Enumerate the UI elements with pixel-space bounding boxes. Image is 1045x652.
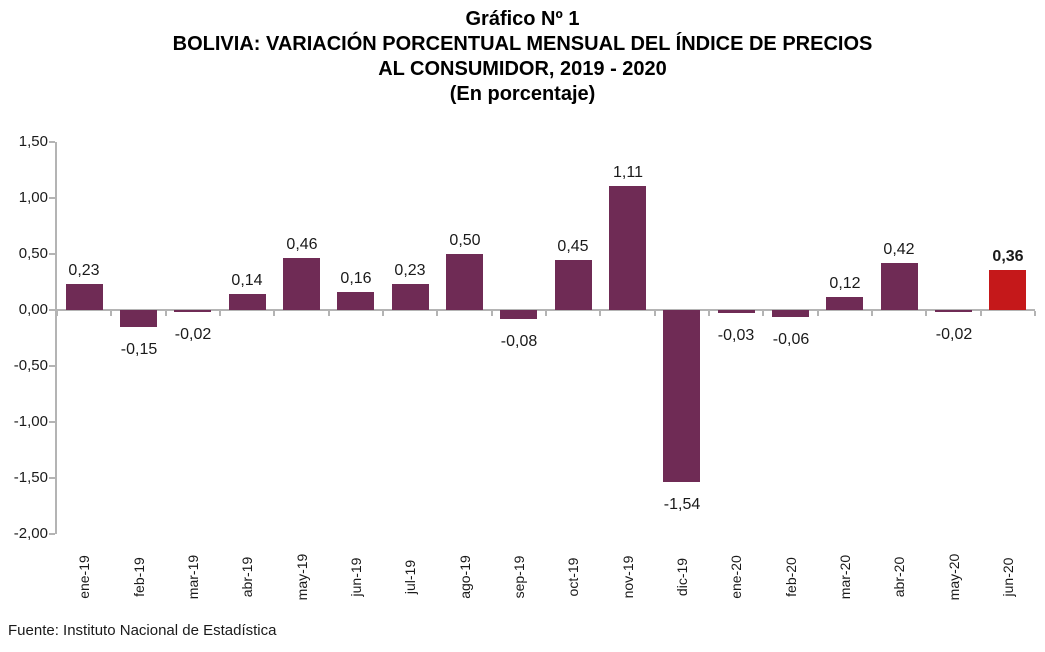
x-tick-label: nov-19 xyxy=(620,555,636,599)
y-axis-tick xyxy=(49,253,55,255)
bar-value-label: 0,42 xyxy=(883,241,915,258)
x-axis-tick xyxy=(817,311,819,316)
bar xyxy=(555,260,592,310)
y-axis-tick xyxy=(49,309,55,311)
x-axis-tick xyxy=(56,311,58,316)
x-axis-tick xyxy=(382,311,384,316)
bar-value-label: -0,08 xyxy=(500,333,538,350)
y-axis-tick xyxy=(49,365,55,367)
y-axis-tick xyxy=(49,141,55,143)
x-axis-tick xyxy=(871,311,873,316)
x-tick-label: dic-19 xyxy=(674,557,690,597)
y-tick-label: 1,50 xyxy=(18,133,48,150)
bar-value-label: 0,36 xyxy=(992,248,1024,265)
x-axis-tick xyxy=(708,311,710,316)
bar xyxy=(718,310,755,313)
bar-value-label: -0,02 xyxy=(935,326,973,343)
x-tick-label: ene-19 xyxy=(76,555,92,599)
x-axis-tick xyxy=(110,311,112,316)
x-tick-label: may-19 xyxy=(294,553,310,601)
x-tick-label: oct-19 xyxy=(565,557,581,597)
bar xyxy=(935,310,972,312)
x-tick-label: mar-20 xyxy=(837,554,853,600)
bar xyxy=(881,263,918,310)
bar xyxy=(120,310,157,327)
chart-title-line2: BOLIVIA: VARIACIÓN PORCENTUAL MENSUAL DE… xyxy=(172,33,873,55)
x-axis-tick xyxy=(654,311,656,316)
y-axis-tick xyxy=(49,477,55,479)
y-tick-label: -1,00 xyxy=(13,413,48,430)
y-tick-label: -2,00 xyxy=(13,525,48,542)
bar-value-label: -0,06 xyxy=(772,331,810,348)
y-axis-line xyxy=(55,142,57,534)
y-tick-label: -0,50 xyxy=(13,357,48,374)
x-tick-label: feb-19 xyxy=(131,557,147,597)
bar-value-label: 0,12 xyxy=(829,275,861,292)
bar-value-label: -0,02 xyxy=(174,326,212,343)
chart-title-line4: (En porcentaje) xyxy=(449,83,596,105)
y-tick-label: 1,00 xyxy=(18,189,48,206)
chart-title-line1: Gráfico Nº 1 xyxy=(465,8,580,30)
bar-value-label: 0,23 xyxy=(394,262,426,279)
bar-value-label: 0,46 xyxy=(286,236,318,253)
source-note: Fuente: Instituto Nacional de Estadístic… xyxy=(8,622,277,639)
y-tick-label: 0,50 xyxy=(18,245,48,262)
x-axis-tick xyxy=(436,311,438,316)
x-tick-label: ago-19 xyxy=(457,555,473,599)
bar xyxy=(989,270,1026,310)
y-tick-label: 0,00 xyxy=(18,301,48,318)
bar-value-label: -1,54 xyxy=(663,496,701,513)
bar-value-label: 0,14 xyxy=(231,272,263,289)
bar xyxy=(772,310,809,317)
bar-value-label: -0,03 xyxy=(717,327,755,344)
bar-value-label: 0,16 xyxy=(340,270,372,287)
chart-title-line3: AL CONSUMIDOR, 2019 - 2020 xyxy=(378,58,667,80)
x-tick-label: ene-20 xyxy=(728,555,744,599)
x-axis-tick xyxy=(328,311,330,316)
x-axis-tick xyxy=(980,311,982,316)
x-tick-label: abr-19 xyxy=(239,556,255,598)
bar-value-label: 0,50 xyxy=(449,232,481,249)
x-axis-tick xyxy=(545,311,547,316)
bar xyxy=(446,254,483,310)
x-tick-label: mar-19 xyxy=(185,554,201,600)
bar-value-label: 0,45 xyxy=(557,238,589,255)
bar-value-label: -0,15 xyxy=(120,341,158,358)
bar xyxy=(609,186,646,310)
x-axis-tick xyxy=(1034,311,1036,316)
x-tick-label: jun-20 xyxy=(1000,557,1016,597)
x-axis-line xyxy=(55,309,1035,311)
bar xyxy=(500,310,537,319)
y-axis-tick xyxy=(49,421,55,423)
bar xyxy=(826,297,863,310)
x-tick-label: may-20 xyxy=(946,553,962,601)
x-axis-tick xyxy=(599,311,601,316)
bar xyxy=(66,284,103,310)
bar-value-label: 1,11 xyxy=(613,164,643,181)
x-axis-tick xyxy=(491,311,493,316)
y-axis-tick xyxy=(49,533,55,535)
bar xyxy=(663,310,700,482)
bar xyxy=(392,284,429,310)
x-tick-label: sep-19 xyxy=(511,555,527,599)
bar xyxy=(283,258,320,310)
x-tick-label: jul-19 xyxy=(402,559,418,595)
x-tick-label: jun-19 xyxy=(348,557,364,597)
chart-title: Gráfico Nº 1 BOLIVIA: VARIACIÓN PORCENTU… xyxy=(0,7,1045,107)
x-tick-label: feb-20 xyxy=(783,557,799,597)
x-axis-tick xyxy=(273,311,275,316)
bar-value-label: 0,23 xyxy=(68,262,100,279)
x-axis-tick xyxy=(219,311,221,316)
x-axis-tick xyxy=(762,311,764,316)
x-axis-tick xyxy=(925,311,927,316)
bar xyxy=(337,292,374,310)
y-axis-tick xyxy=(49,197,55,199)
x-axis-tick xyxy=(165,311,167,316)
bar xyxy=(174,310,211,312)
x-tick-label: abr-20 xyxy=(891,556,907,598)
bar xyxy=(229,294,266,310)
y-tick-label: -1,50 xyxy=(13,469,48,486)
